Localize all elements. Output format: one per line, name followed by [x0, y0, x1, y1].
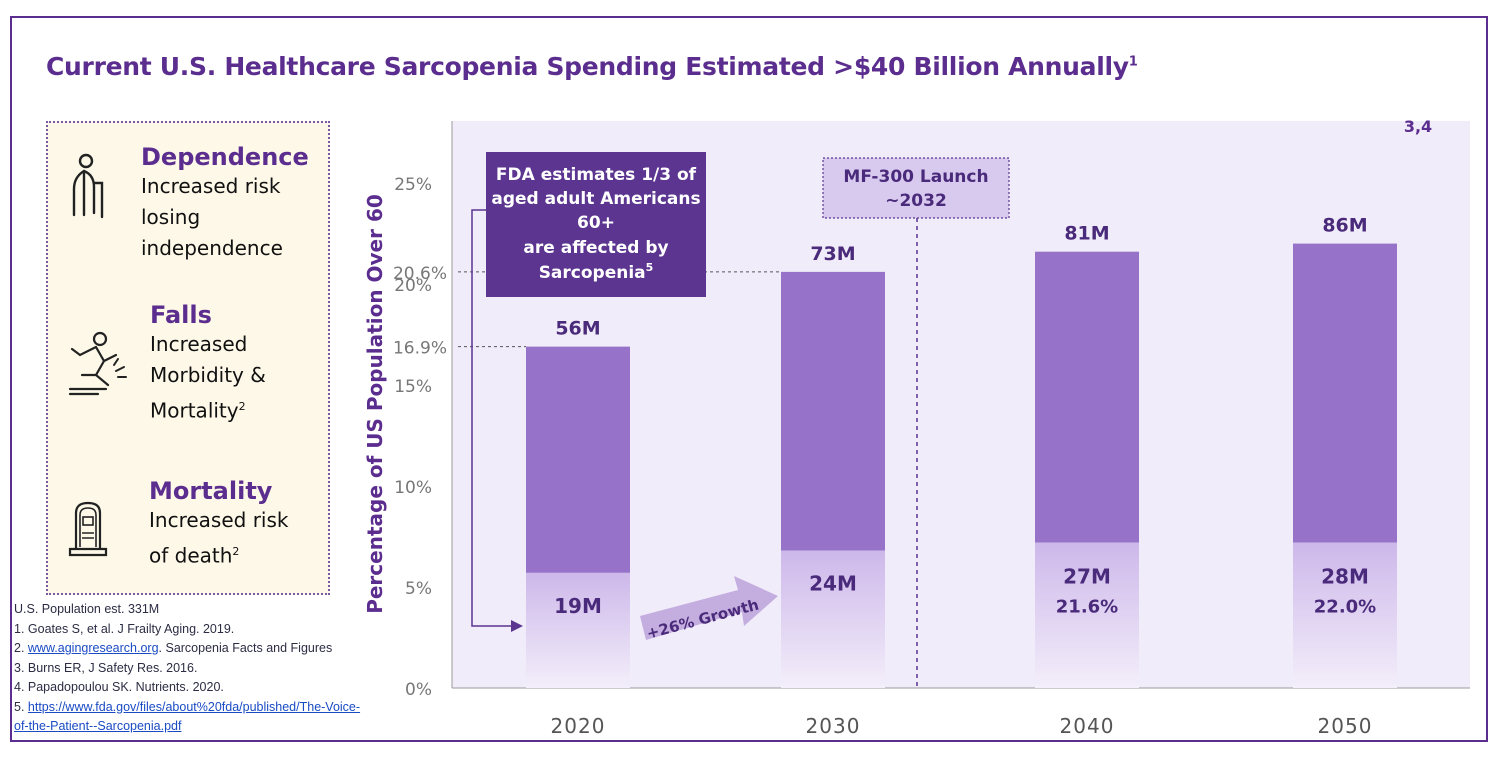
risk-falls: Falls Increased Morbidity & Mortality2	[150, 301, 266, 427]
footnote-3: 3. Burns ER, J Safety Res. 2016.	[14, 660, 198, 675]
risk-description: Increased risk of death2	[149, 508, 289, 568]
risk-mortality: Mortality Increased risk of death2	[149, 477, 288, 572]
slide-title: Current U.S. Healthcare Sarcopenia Spend…	[46, 52, 1138, 81]
footnote-5-link[interactable]: https://www.fda.gov/files/about%20fda/pu…	[27, 699, 361, 714]
elderly-person-cane-icon	[72, 153, 104, 219]
risk-description: Increased Morbidity & Mortality2	[150, 332, 266, 423]
footnote-population: U.S. Population est. 331M	[14, 602, 160, 616]
footnote-2: 2. www.agingresearch.org. Sarcopenia Fac…	[14, 641, 333, 655]
footnotes: U.S. Population est. 331M 1. Goates S, e…	[14, 600, 360, 737]
footnote-5: 5. https://www.fda.gov/files/about%20fda…	[14, 699, 361, 714]
tombstone-icon	[68, 501, 108, 557]
footnote-5-cont: of-the-Patient--Sarcopenia.pdf	[14, 717, 360, 737]
risk-heading: Mortality	[149, 477, 273, 505]
risk-panel: Dependence Increased risk losing indepen…	[46, 121, 330, 595]
risk-dependence: Dependence Increased risk losing indepen…	[141, 143, 309, 264]
footnote-5-link-cont[interactable]: of-the-Patient--Sarcopenia.pdf	[14, 719, 182, 733]
risk-heading: Dependence	[141, 143, 309, 171]
slide-frame	[10, 16, 1488, 742]
risk-description: Increased risk losing independence	[141, 174, 283, 260]
footnote-4: 4. Papadopoulou SK. Nutrients. 2020.	[14, 680, 224, 694]
footnote-2-link[interactable]: www.agingresearch.org	[27, 641, 159, 655]
footnote-1: 1. Goates S, et al. J Frailty Aging. 201…	[14, 621, 235, 636]
person-slipping-icon	[68, 331, 127, 396]
risk-heading: Falls	[150, 301, 212, 329]
